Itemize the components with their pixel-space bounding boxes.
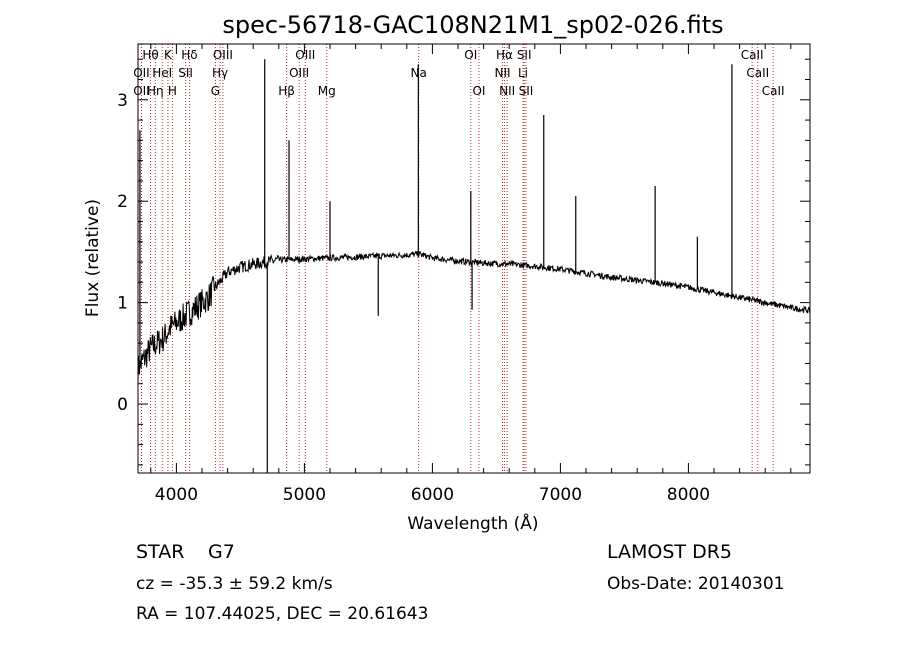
spectral-line-label: G (211, 84, 220, 98)
spectral-line-label: OI (472, 84, 485, 98)
spectral-line-label: CaII (741, 48, 764, 62)
spectral-line-label: Li (518, 66, 528, 80)
spectral-line-label: Mg (318, 84, 336, 98)
spectral-line-label: Hβ (278, 84, 295, 98)
spectrum-line (137, 250, 811, 383)
spectral-line-label: NII (495, 66, 511, 80)
x-tick-label: 5000 (283, 485, 326, 505)
spectral-line-label: CaII (746, 66, 769, 80)
object-class: STAR (136, 541, 184, 563)
spectral-line-label: SII (519, 84, 534, 98)
y-tick-label: 3 (117, 91, 128, 111)
spectral-line-label: HeI (152, 66, 172, 80)
object-subclass: G7 (208, 541, 235, 563)
spectral-line-label: Hη (147, 84, 164, 98)
x-tick-label: 8000 (667, 485, 710, 505)
y-tick-label: 1 (117, 294, 128, 314)
y-axis-label: Flux (relative) (83, 199, 103, 317)
plot-frame (137, 43, 811, 474)
y-axis-ticks: 0 1 2 3 (117, 58, 810, 466)
y-tick-label: 0 (117, 395, 128, 415)
spectral-line-label: CaII (762, 84, 785, 98)
x-axis-label: Wavelength (Å) (407, 512, 538, 534)
spectral-line-label: SII (517, 48, 532, 62)
spectral-line-label: Hγ (212, 66, 228, 80)
spectral-line-label: OIII (295, 48, 315, 62)
chart-title: spec-56718-GAC108N21M1_sp02-026.fits (222, 11, 723, 39)
spectral-line-label: Hδ (181, 48, 197, 62)
spectral-line-label: OIII (289, 66, 309, 80)
survey-name: LAMOST DR5 (607, 541, 732, 563)
spectral-line-label: H (168, 84, 177, 98)
spectral-line-label: OII (133, 84, 150, 98)
y-tick-label: 2 (117, 192, 128, 212)
x-axis-ticks: 4000 5000 6000 7000 8000 (150, 44, 792, 505)
ra-dec-coords: RA = 107.44025, DEC = 20.61643 (136, 604, 428, 624)
spectral-line-label: OI (464, 48, 477, 62)
spectral-line-label: OIII (213, 48, 233, 62)
spectral-line-label: K (164, 48, 173, 62)
x-tick-label: 4000 (155, 485, 198, 505)
spectral-line-label: SII (178, 66, 193, 80)
spectrum-spikes (139, 59, 733, 473)
x-tick-label: 7000 (539, 485, 582, 505)
spectral-line-label: Hθ (142, 48, 158, 62)
spectral-line-label: OII (133, 66, 150, 80)
spectral-line-labels: OIIHθOIIHηHeIKHHδSIIOIIIHγGHβOIIIOIIIMgN… (133, 48, 784, 98)
redshift-velocity: cz = -35.3 ± 59.2 km/s (136, 574, 333, 594)
spectral-line-markers (140, 44, 774, 473)
observation-date: Obs-Date: 20140301 (607, 574, 784, 594)
x-tick-label: 6000 (411, 485, 454, 505)
spectral-line-label: NII (499, 84, 515, 98)
spectral-line-label: Hα (496, 48, 513, 62)
